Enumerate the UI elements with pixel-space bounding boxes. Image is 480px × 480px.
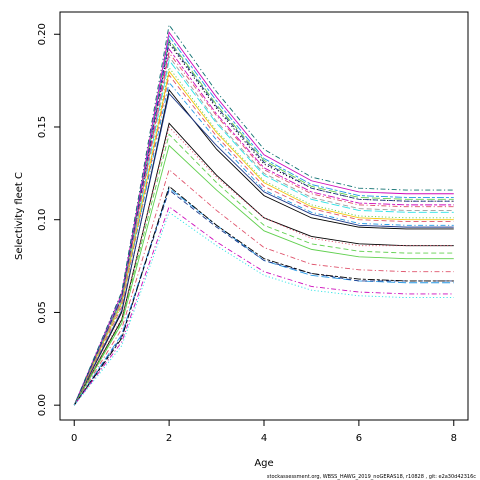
series-line-19 <box>73 144 454 406</box>
series-line-20 <box>73 133 454 406</box>
series-line-17 <box>73 122 454 406</box>
y-axis-title: Selectivity fleet C <box>14 172 25 260</box>
x-tick-label: 2 <box>166 433 172 444</box>
series-group <box>73 23 454 406</box>
x-tick-label: 8 <box>451 433 457 444</box>
x-tick-label: 0 <box>71 433 77 444</box>
series-line-14 <box>73 31 454 406</box>
y-axis: 0.00 0.05 0.10 0.15 0.20 <box>37 23 61 416</box>
series-line-25 <box>73 206 454 406</box>
x-tick-label: 4 <box>261 433 267 444</box>
y-tick-label: 0.20 <box>37 23 48 45</box>
series-line-6 <box>73 59 454 406</box>
series-line-15 <box>73 23 454 406</box>
series-line-8 <box>73 70 454 406</box>
y-tick-label: 0.05 <box>37 301 48 323</box>
plot-frame <box>59 11 469 421</box>
series-line-24 <box>73 185 454 406</box>
x-axis-title: Age <box>254 458 273 469</box>
series-line-23 <box>73 189 454 406</box>
y-tick-label: 0.15 <box>37 116 48 138</box>
series-line-5 <box>73 81 454 406</box>
y-tick-label: 0.10 <box>37 209 48 231</box>
series-line-21 <box>73 168 454 406</box>
y-tick-label: 0.00 <box>37 394 48 416</box>
series-line-2 <box>73 92 454 406</box>
series-line-26 <box>73 211 454 406</box>
series-line-9 <box>73 55 454 406</box>
series-line-16 <box>73 40 454 406</box>
footer-text: stockassessment.org, WBSS_HAWG_2019_noGE… <box>267 474 476 480</box>
x-tick-label: 6 <box>356 433 362 444</box>
x-axis: 0 2 4 6 8 <box>71 419 457 444</box>
